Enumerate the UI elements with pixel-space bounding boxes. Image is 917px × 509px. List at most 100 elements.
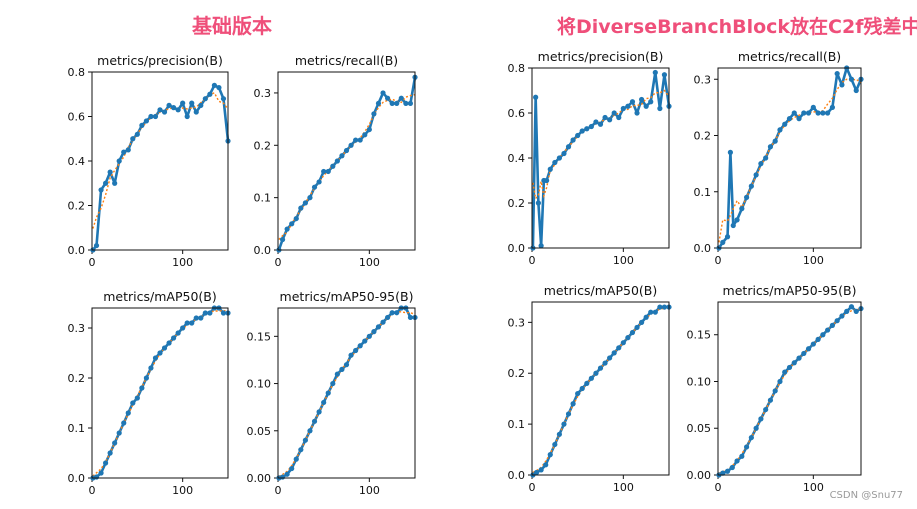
data-point [724, 234, 731, 240]
map50-chart-dbb: metrics/mAP50(B) 0.0 0.1 0.2 0.3 0 100 [508, 283, 672, 494]
data-point [777, 378, 783, 385]
y-tick-label: 0.10 [247, 378, 272, 391]
chart-title: metrics/precision(B) [97, 53, 223, 68]
data-point [805, 346, 812, 352]
data-point [629, 329, 636, 336]
series-line [532, 305, 669, 477]
data-point [533, 94, 539, 100]
x-tick-label: 100 [172, 256, 193, 269]
data-point [407, 314, 414, 321]
right-heading: 将DiverseBranchBlock放在C2f残差中 [557, 16, 917, 38]
data-point [734, 458, 740, 464]
data-point [343, 362, 350, 368]
data-point [202, 96, 208, 102]
data-point [753, 425, 759, 431]
data-point [763, 406, 769, 413]
data-point [307, 428, 313, 434]
data-point [547, 166, 553, 172]
data-point [366, 333, 372, 339]
data-point [130, 136, 136, 142]
y-tick-label: 0.1 [508, 418, 526, 431]
data-point [184, 113, 190, 120]
data-point [657, 304, 663, 310]
data-point [556, 155, 562, 161]
data-point [602, 114, 608, 121]
x-tick-label: 0 [529, 481, 536, 494]
y-tick-label: 0.4 [68, 155, 86, 168]
y-tick-label: 0.0 [508, 469, 526, 482]
data-point [616, 345, 622, 351]
y-tick-label: 0.6 [68, 111, 86, 124]
data-point [772, 138, 778, 144]
smoothed-line [92, 92, 229, 229]
data-point [103, 460, 109, 466]
recall-chart-dbb: metrics/recall(B) 0.0 0.1 0.2 0.3 0 100 [694, 49, 864, 267]
data-point [362, 132, 368, 138]
y-tick-label: 0.1 [694, 186, 712, 199]
data-point [565, 144, 572, 150]
data-point [593, 119, 599, 125]
data-point [820, 110, 826, 116]
data-point [570, 137, 576, 143]
data-point [758, 416, 764, 422]
data-point [538, 467, 544, 473]
data-point [348, 142, 354, 148]
data-point [161, 345, 168, 351]
data-point [535, 200, 541, 206]
data-point [316, 179, 322, 185]
data-point [116, 158, 122, 164]
data-point [544, 177, 550, 184]
x-tick-label: 100 [803, 481, 824, 494]
data-point [325, 390, 331, 396]
y-tick-label: 0.00 [687, 469, 712, 482]
x-tick-label: 100 [359, 256, 380, 269]
data-point [625, 103, 631, 109]
data-point [220, 96, 227, 102]
data-point [552, 159, 558, 166]
data-point [639, 319, 645, 325]
y-tick-label: 0.2 [694, 130, 712, 143]
data-point [584, 380, 590, 387]
data-point [143, 118, 149, 124]
data-point [325, 168, 331, 175]
data-point [616, 114, 622, 121]
data-point [143, 375, 149, 381]
data-point [389, 310, 395, 316]
data-point [152, 113, 159, 120]
data-point [739, 206, 745, 212]
y-tick-label: 0.3 [508, 316, 526, 329]
x-tick-label: 0 [529, 254, 536, 267]
data-point [552, 441, 558, 448]
data-point [720, 239, 726, 245]
data-point [810, 104, 816, 110]
data-point [648, 309, 654, 315]
map50-chart-base: metrics/mAP50(B) 0.0 0.1 0.2 0.3 0 100 [68, 289, 231, 497]
data-point [375, 324, 382, 330]
data-point [748, 434, 754, 441]
data-point [193, 109, 199, 115]
data-point [334, 371, 340, 377]
smoothed-line [278, 93, 416, 241]
data-point [820, 332, 826, 338]
y-tick-label: 0.0 [68, 472, 86, 485]
y-tick-label: 0.4 [508, 152, 526, 165]
data-point [597, 365, 604, 371]
smoothed-line [532, 306, 670, 474]
series-line [92, 306, 228, 480]
y-tick-label: 0.15 [687, 329, 712, 342]
data-point [634, 110, 640, 116]
data-point [134, 131, 140, 137]
data-point [121, 420, 127, 426]
data-point [353, 137, 359, 143]
x-tick-label: 100 [803, 254, 824, 267]
data-point [744, 194, 750, 200]
x-tick-label: 0 [89, 484, 96, 497]
plot-frame [531, 67, 670, 249]
plot-frame [91, 307, 229, 479]
y-tick-label: 0.2 [508, 197, 526, 210]
data-point [782, 121, 788, 127]
data-point [652, 309, 658, 315]
data-point [801, 110, 807, 116]
data-point [648, 99, 654, 105]
data-point [98, 187, 104, 193]
